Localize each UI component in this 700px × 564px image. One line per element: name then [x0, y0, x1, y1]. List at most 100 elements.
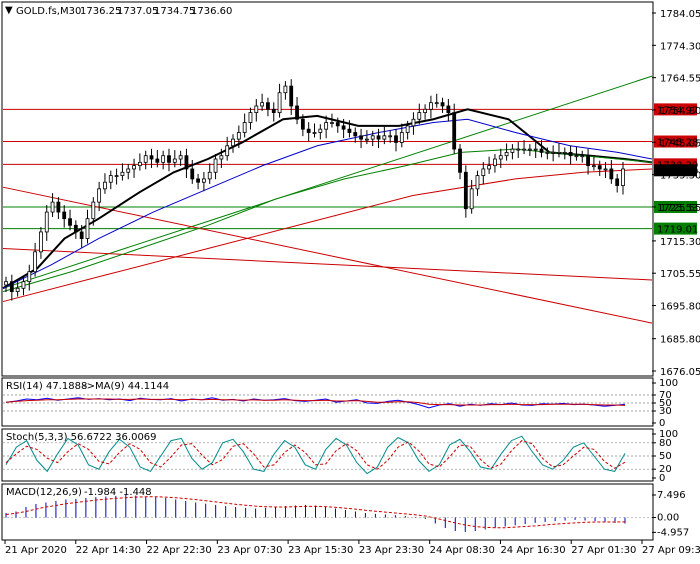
candle-body	[493, 158, 497, 167]
candle-body	[382, 135, 387, 140]
ohlc-open: 1736.25	[80, 6, 121, 17]
y-tick-label: 20	[659, 464, 672, 475]
candle-body	[498, 155, 503, 160]
candle-body	[609, 168, 614, 180]
candle-body	[487, 165, 492, 170]
candle-body	[318, 128, 323, 133]
y-tick-label: 1764.55	[660, 74, 700, 85]
candle-body	[621, 168, 625, 186]
y-tick-label: 1705.55	[660, 269, 700, 280]
x-tick-label: 22 Apr 22:30	[147, 545, 212, 556]
stoch-panel-frame	[1, 428, 654, 482]
level-label-box	[654, 135, 697, 148]
candle-body	[306, 128, 311, 133]
rsi-title: RSI(14) 47.1888	[6, 381, 87, 392]
stoch-title: Stoch(5,3,3) 56.6722 36.0069	[6, 432, 157, 443]
candle-body	[545, 151, 550, 154]
ohlc-high: 1737.05	[117, 6, 158, 17]
level-label: 1725.53	[657, 203, 698, 214]
stoch-plot	[3, 435, 652, 475]
candle-body	[202, 178, 206, 183]
candle-body	[568, 151, 573, 157]
candle-body	[527, 148, 532, 151]
ohlc-close: 1736.60	[191, 6, 232, 17]
candle-body	[289, 85, 294, 107]
candle-body	[196, 178, 200, 183]
series-line	[5, 398, 626, 406]
candle-body	[562, 151, 567, 154]
candle-body	[603, 168, 608, 171]
candle-body	[429, 102, 433, 110]
y-tick-label: -4.957	[657, 527, 689, 538]
level-label-box	[654, 222, 697, 235]
y-tick-label: 1695.80	[660, 302, 700, 313]
candle-body	[452, 112, 457, 150]
candle-body	[405, 125, 410, 133]
candle-body	[91, 201, 96, 220]
candle-body	[376, 135, 381, 140]
candle-body	[312, 132, 317, 134]
ohlc-low: 1734.75	[154, 6, 195, 17]
candle-body	[330, 122, 334, 124]
candle-body	[434, 102, 439, 105]
candle-body	[463, 171, 468, 210]
candle-body	[370, 135, 375, 140]
x-tick-label: 27 Apr 09:30	[642, 545, 700, 556]
x-tick-label: 24 Apr 08:30	[430, 545, 495, 556]
y-tick-label: 1685.80	[660, 335, 700, 346]
candle-body	[394, 135, 398, 143]
y-tick-label: 70	[659, 390, 672, 401]
level-label: 1745.28	[657, 138, 698, 149]
candle-body	[219, 155, 224, 160]
candle-body	[335, 122, 340, 127]
candle-body	[353, 132, 358, 137]
level-label: 1719.01	[657, 225, 698, 236]
macd-signal-line	[5, 496, 626, 529]
moving-average-line	[2, 168, 653, 303]
current-price-box	[654, 164, 697, 177]
candle-body	[510, 148, 515, 153]
x-tick-label: 23 Apr 23:30	[359, 545, 424, 556]
x-tick-label: 24 Apr 16:30	[500, 545, 565, 556]
chevron-down-icon[interactable]: ▼	[5, 5, 13, 16]
series-line	[5, 435, 626, 475]
candle-body	[411, 118, 416, 127]
rsi-plot	[3, 394, 652, 412]
candle-body	[446, 105, 451, 114]
x-tick-label: 21 Apr 2020	[5, 545, 67, 556]
price-chart-title: GOLD.fs,M30	[16, 6, 81, 17]
level-label-box	[654, 200, 697, 213]
candle-body	[155, 158, 160, 163]
y-tick-label: 0	[659, 473, 665, 484]
candle-body	[79, 231, 84, 239]
candle-body	[551, 151, 556, 154]
candle-body	[190, 168, 195, 180]
price-plot	[2, 75, 653, 324]
candle-body	[388, 135, 393, 138]
candle-body	[56, 201, 61, 213]
level-label: 1754.97	[657, 105, 698, 116]
y-tick-label: 1725.55	[660, 203, 700, 214]
candle-body	[103, 181, 107, 190]
candle-body	[591, 165, 596, 168]
candle-body	[417, 112, 422, 120]
x-tick-label: 23 Apr 15:30	[288, 545, 353, 556]
candle-body	[300, 118, 305, 130]
candle-body	[266, 102, 270, 110]
candle-body	[44, 211, 49, 233]
y-tick-label: 1784.05	[660, 9, 700, 20]
y-tick-label: 1745.05	[660, 138, 700, 149]
candle-body	[248, 112, 253, 123]
candle-body	[126, 168, 131, 173]
candle-body	[9, 281, 14, 293]
candle-body	[178, 155, 183, 160]
candle-body	[161, 155, 166, 163]
axes: 1754.971745.281738.391725.531719.011736.…	[4, 9, 700, 556]
candle-body	[615, 178, 620, 186]
candle-body	[114, 175, 119, 177]
candle-body	[469, 188, 474, 210]
candle-body	[213, 158, 218, 173]
moving-average-line	[2, 118, 653, 289]
candle-body	[504, 151, 509, 157]
